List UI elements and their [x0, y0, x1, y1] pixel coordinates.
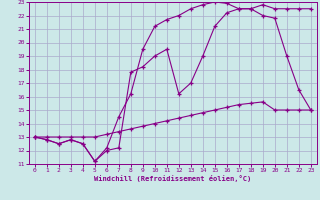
- X-axis label: Windchill (Refroidissement éolien,°C): Windchill (Refroidissement éolien,°C): [94, 175, 252, 182]
